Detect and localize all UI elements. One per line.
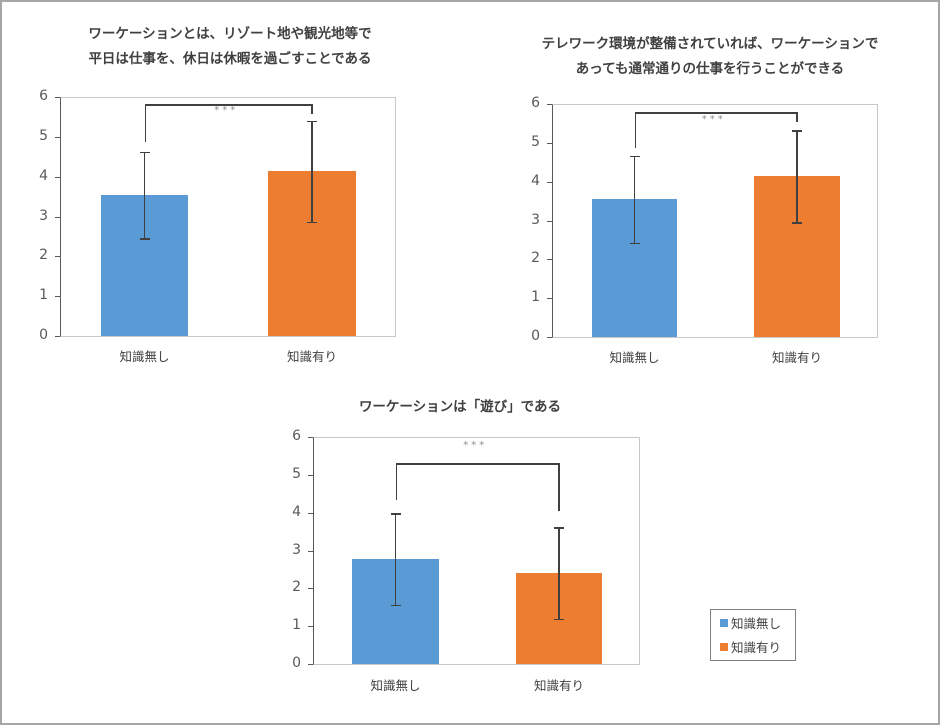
y-axis-tick [547,181,552,183]
error-bar-cap [307,221,317,224]
y-axis-tick-label: 2 [531,250,540,267]
y-axis-tick [55,176,60,178]
y-axis-tick [547,104,552,105]
y-axis-tick [308,664,313,665]
significance-bracket [634,112,797,114]
y-axis-tick-label: 5 [39,127,48,144]
y-axis-tick [547,259,552,261]
error-bar [633,155,636,243]
y-axis-tick [308,626,313,628]
chart-title: あっても通常通りの仕事を行うことができる [575,61,845,77]
significance-bracket-leg [558,463,560,511]
x-axis-label: 知識有り [771,350,822,365]
y-axis-tick [55,97,60,98]
legend-label: 知識有り [731,640,782,655]
y-axis-tick-label: 5 [531,133,540,150]
y-axis-tick [55,216,60,218]
error-bar-cap [554,527,564,529]
significance-bracket-leg [144,104,146,142]
y-axis-tick-label: 3 [39,207,48,224]
y-axis-tick-label: 1 [531,289,540,306]
significance-bracket-leg [311,104,313,114]
y-axis-tick [547,220,552,222]
error-bar-cap [629,242,640,245]
x-axis-label: 知識無し [119,349,170,364]
significance-bracket [144,104,312,106]
x-axis-label: 知識有り [533,678,584,693]
y-axis-tick [308,437,313,438]
error-bar-cap [554,618,564,621]
significance-stars: *** [463,440,488,451]
y-axis-tick [55,296,60,298]
y-axis-tick-label: 5 [292,465,301,482]
x-axis-label: 知識無し [609,350,660,365]
x-axis-label: 知識無し [370,678,421,693]
error-bar-cap [390,604,401,607]
error-bar-cap [390,513,401,515]
error-bar-cap [307,120,317,122]
significance-bracket-leg [395,463,397,500]
error-bar-cap [139,151,150,154]
chart-title: ワーケーションは「遊び」である [358,399,562,415]
y-axis-tick [308,588,313,590]
y-axis-tick-label: 6 [531,95,540,111]
y-axis-tick [308,512,313,514]
error-bar-cap [629,155,640,158]
y-axis-tick-label: 1 [39,287,48,304]
y-axis-tick [547,142,552,144]
error-bar [796,130,798,223]
y-axis-tick-label: 4 [39,167,48,184]
y-axis-tick [308,474,313,476]
y-axis-tick-label: 1 [292,617,301,634]
significance-stars: *** [701,114,726,125]
error-bar [394,513,397,605]
chart-title: ワーケーションとは、リゾート地や観光地等で [88,26,372,42]
error-bar [558,527,560,619]
y-axis-tick-label: 3 [531,211,540,228]
error-bar [143,151,146,238]
error-bar-cap [792,130,802,132]
legend-swatch-blue [720,619,728,627]
y-axis-tick-label: 4 [531,172,540,189]
y-axis-tick [55,256,60,258]
significance-bracket-leg [634,112,636,148]
y-axis-tick-label: 2 [39,247,48,264]
y-axis-tick-label: 6 [39,88,48,104]
chart-legend: 知識無し 知識有り [710,609,796,661]
chart-title: 平日は仕事を、休日は休暇を過ごすことである [88,51,372,67]
y-axis-tick [547,298,552,300]
significance-stars: *** [214,105,239,116]
y-axis-tick [55,136,60,138]
y-axis-tick-label: 0 [292,655,301,671]
chart-title: テレワーク環境が整備されていれば、ワーケーションで [541,36,879,52]
legend-label: 知識無し [731,616,782,631]
legend-item-no-knowledge: 知識無し [720,617,781,631]
legend-swatch-orange [720,643,728,651]
error-bar [311,120,313,222]
legend-item-knowledge: 知識有り [720,641,781,655]
y-axis-tick-label: 3 [292,541,301,558]
y-axis-tick-label: 4 [292,503,301,520]
y-axis-tick [55,336,60,337]
error-bar-cap [139,238,150,240]
plot-area [60,97,396,337]
y-axis-tick-label: 6 [292,428,301,444]
significance-bracket [395,463,559,465]
x-axis-label: 知識有り [286,349,337,364]
y-axis-tick-label: 0 [39,327,48,343]
plot-area [313,437,640,665]
error-bar-cap [792,222,802,224]
y-axis-tick [547,337,552,338]
y-axis-tick [308,550,313,552]
y-axis-tick-label: 0 [531,328,540,344]
plot-area [552,104,878,338]
y-axis-tick-label: 2 [292,579,301,596]
significance-bracket-leg [796,112,798,122]
